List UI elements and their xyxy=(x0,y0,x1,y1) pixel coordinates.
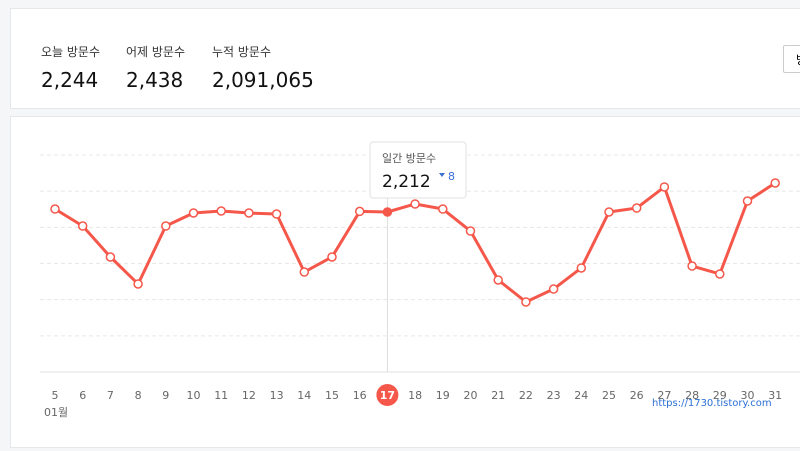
x-tick-label: 22 xyxy=(519,389,533,402)
x-tick-label: 17 xyxy=(380,389,395,402)
tooltip-value: 2,212 xyxy=(382,172,431,192)
x-tick-label: 12 xyxy=(242,389,256,402)
stat: 누적 방문수 2,091,065 xyxy=(212,43,314,92)
summary-card: 오늘 방문수 2,244 어제 방문수 2,438 누적 방문수 2,091,065 … xyxy=(10,8,800,109)
point xyxy=(50,204,60,214)
point xyxy=(105,252,116,262)
point xyxy=(770,178,780,188)
x-tick-label: 6 xyxy=(79,389,86,402)
x-tick-label: 29 xyxy=(713,389,727,402)
point xyxy=(548,284,559,294)
x-tick-label: 7 xyxy=(107,389,114,402)
stat-label: 누적 방문수 xyxy=(212,45,272,59)
point xyxy=(715,269,725,279)
x-tick-label: 5 xyxy=(52,389,59,402)
stat-value: 2,244 xyxy=(41,68,99,92)
x-tick-label: 26 xyxy=(630,389,644,402)
x-tick-label: 19 xyxy=(436,389,450,402)
x-tick-label: 23 xyxy=(547,389,561,402)
point xyxy=(133,279,143,289)
tooltip-box xyxy=(369,141,467,199)
x-tick-label: 11 xyxy=(214,389,228,402)
point xyxy=(438,204,448,214)
point xyxy=(77,221,88,231)
point xyxy=(354,206,365,217)
point xyxy=(659,182,670,192)
month-label: 01월 xyxy=(44,406,68,419)
point xyxy=(631,203,642,213)
stat: 오늘 방문수 2,244 xyxy=(41,43,100,92)
point xyxy=(271,209,282,219)
x-tick-label: 27 xyxy=(657,389,671,402)
stat-label: 어제 방문수 xyxy=(126,45,186,59)
down-arrow xyxy=(439,173,445,177)
point xyxy=(493,275,503,285)
point xyxy=(465,226,476,236)
x-tick-label: 31 xyxy=(768,389,782,402)
tooltip-title: 일간 방문수 xyxy=(382,151,436,165)
point xyxy=(521,297,531,307)
x-tick-label: 18 xyxy=(408,389,422,402)
watermark: https://1730.tistory.com xyxy=(652,398,772,409)
x-tick-label: 30 xyxy=(741,389,755,402)
point xyxy=(742,196,753,206)
point xyxy=(604,207,614,217)
point xyxy=(687,261,697,271)
x-tick-label: 8 xyxy=(135,389,142,402)
point xyxy=(576,263,587,273)
x-tick-label: 14 xyxy=(297,389,311,402)
stat: 어제 방문수 2,438 xyxy=(126,43,185,92)
selected-day-bg xyxy=(376,384,399,406)
point xyxy=(327,252,337,262)
x-tick-label: 24 xyxy=(574,389,588,402)
x-tick-label: 21 xyxy=(491,389,505,402)
point xyxy=(244,208,254,218)
x-tick-label: 25 xyxy=(602,389,616,402)
stat-value: 2,091,065 xyxy=(212,68,314,92)
point xyxy=(410,199,420,209)
x-tick-label: 10 xyxy=(187,389,201,402)
tooltip-change: 8 xyxy=(448,170,455,183)
point xyxy=(188,208,199,218)
x-tick-label: 9 xyxy=(162,389,169,402)
point xyxy=(382,207,393,217)
x-tick-label: 13 xyxy=(270,389,284,402)
x-tick-label: 15 xyxy=(325,389,339,402)
point xyxy=(299,267,310,277)
stat-label: 오늘 방문수 xyxy=(41,45,101,59)
stat-value: 2,438 xyxy=(126,68,184,92)
point xyxy=(216,206,226,216)
button[interactable]: 방 xyxy=(783,45,800,73)
x-tick-label: 20 xyxy=(464,389,478,402)
x-tick-label: 28 xyxy=(685,389,699,402)
x-tick-label: 16 xyxy=(353,389,367,402)
point xyxy=(161,221,171,231)
